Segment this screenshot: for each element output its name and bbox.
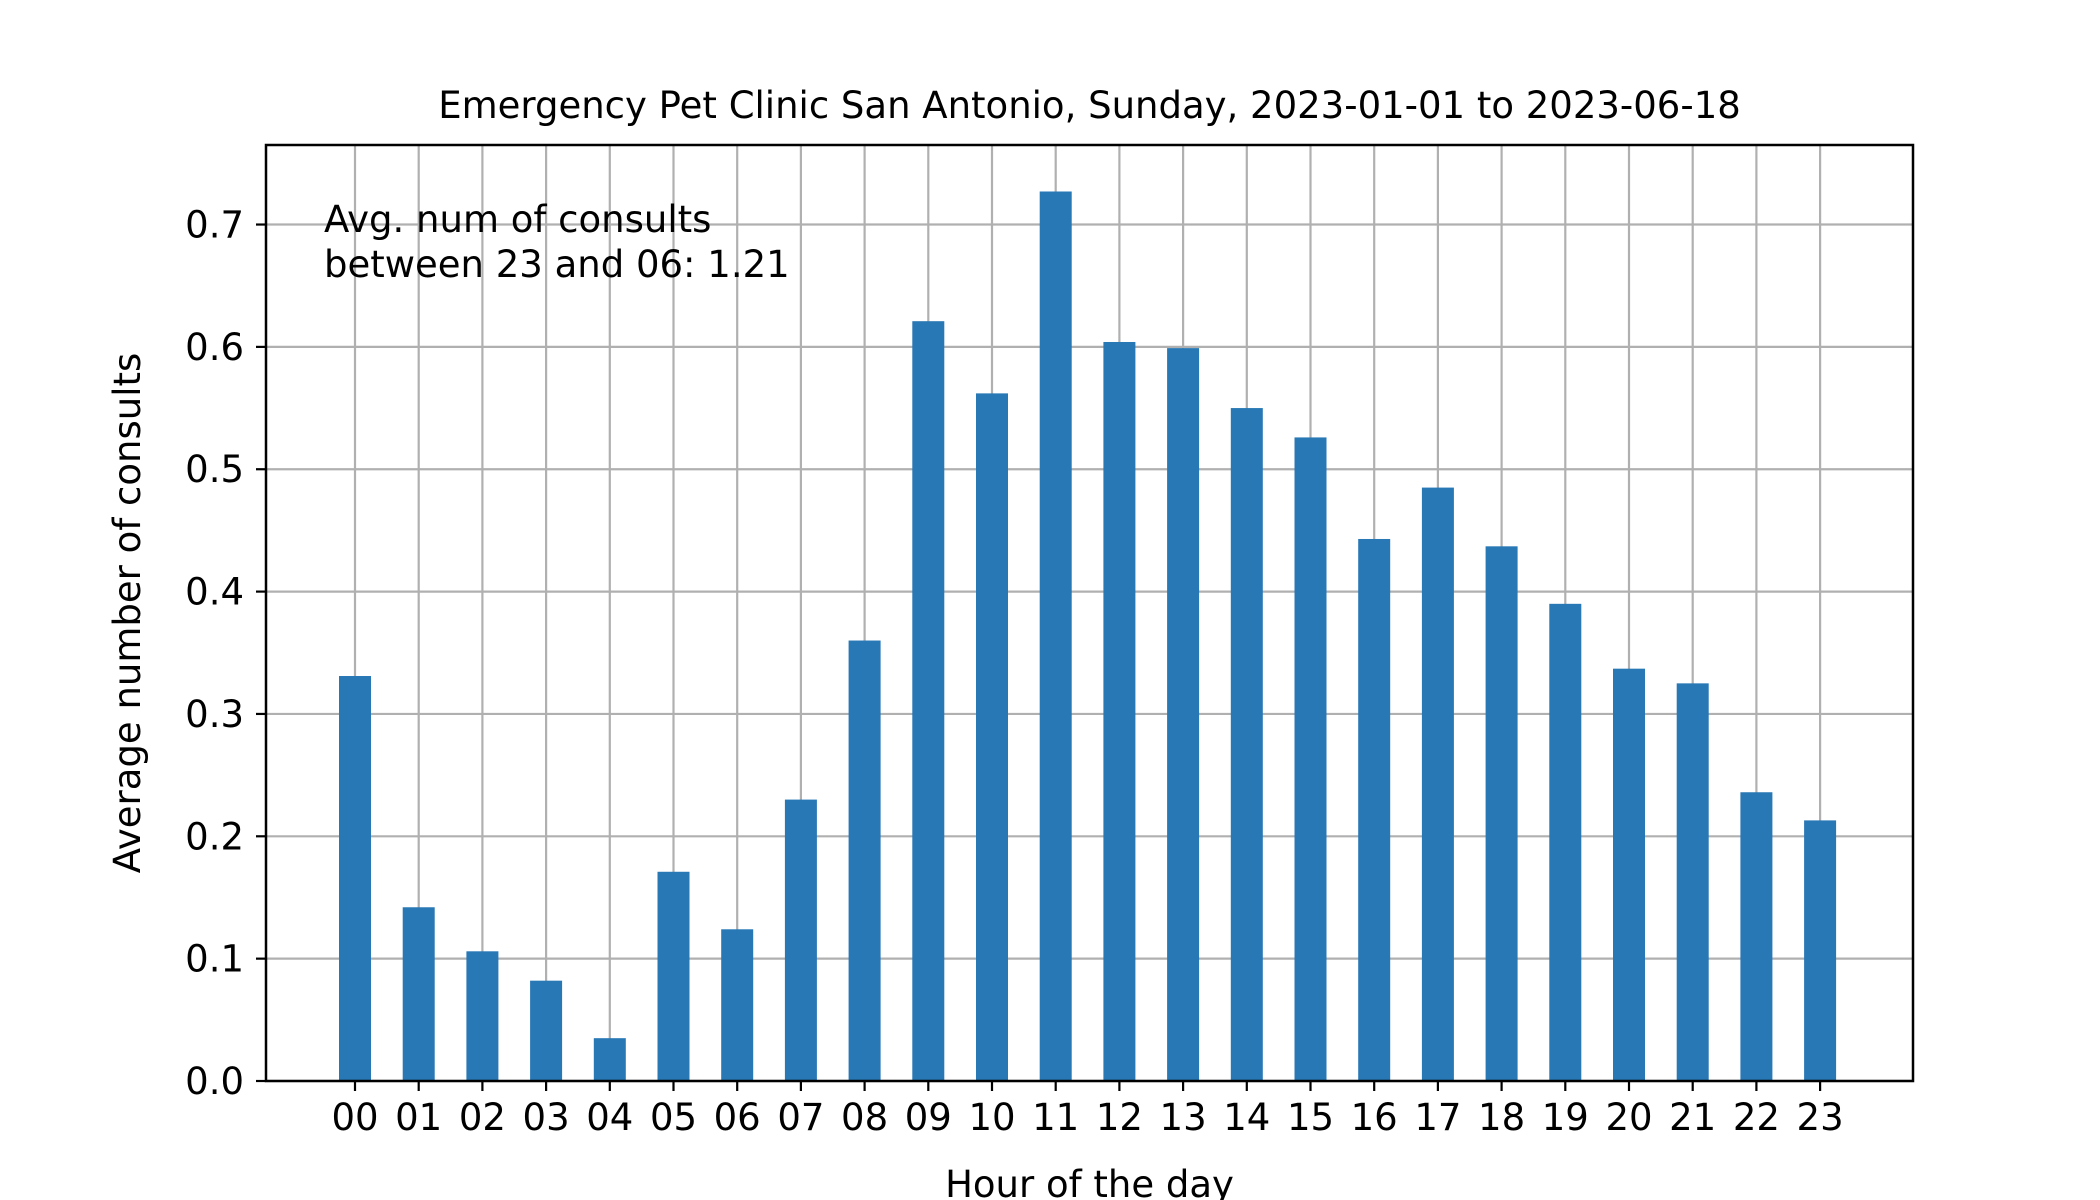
bar-13: [1167, 348, 1200, 1081]
y-tick-label: 0.4: [185, 571, 244, 614]
x-tick-label: 15: [1287, 1096, 1334, 1139]
x-tick-label: 14: [1223, 1096, 1270, 1139]
bar-17: [1421, 487, 1454, 1081]
x-tick-label: 17: [1414, 1096, 1461, 1139]
bar-08: [848, 640, 881, 1081]
x-axis: 00 01 02 03 04 05 06 07 08 09 10 11 12 13 14 15 16 17 18 19…: [331, 1081, 1844, 1139]
y-tick-label: 0.2: [185, 815, 244, 858]
bar-04: [593, 1038, 626, 1081]
bar-16: [1358, 538, 1391, 1081]
x-tick-label: 13: [1160, 1096, 1207, 1139]
x-tick-label: 07: [777, 1096, 824, 1139]
y-tick-label: 0.7: [185, 204, 244, 247]
x-tick-label: 23: [1797, 1096, 1844, 1139]
x-tick-label: 02: [459, 1096, 506, 1139]
y-tick-label: 0.3: [185, 693, 244, 736]
bar-03: [530, 980, 563, 1081]
x-axis-label: Hour of the day: [945, 1163, 1234, 1200]
x-tick-label: 03: [523, 1096, 570, 1139]
bar-21: [1676, 683, 1709, 1081]
bar-22: [1740, 792, 1773, 1081]
y-tick-label: 0.5: [185, 448, 244, 491]
bar-07: [784, 799, 817, 1081]
bar-06: [721, 929, 754, 1081]
bar-12: [1103, 341, 1136, 1081]
bar-11: [1039, 191, 1072, 1081]
bar-23: [1804, 820, 1837, 1081]
bar-09: [912, 321, 945, 1081]
bar-02: [466, 951, 499, 1081]
x-tick-label: 20: [1605, 1096, 1652, 1139]
x-tick-label: 10: [968, 1096, 1015, 1139]
bar-15: [1294, 437, 1327, 1081]
x-tick-label: 16: [1351, 1096, 1398, 1139]
bar-19: [1549, 603, 1582, 1081]
annotation-line-1: Avg. num of consults: [324, 198, 711, 241]
y-axis: 0.0 0.1 0.2 0.3 0.4 0.5 0.6 0.7: [185, 204, 266, 1103]
x-tick-label: 09: [905, 1096, 952, 1139]
bar-00: [339, 676, 371, 1081]
x-tick-label: 01: [395, 1096, 442, 1139]
bars: [339, 191, 1837, 1081]
x-tick-label: 22: [1733, 1096, 1780, 1139]
x-tick-label: 06: [714, 1096, 761, 1139]
plot-frame: [264, 143, 1915, 1083]
x-tick-label: 00: [331, 1096, 378, 1139]
y-tick-label: 0.0: [185, 1060, 244, 1103]
x-tick-label: 08: [841, 1096, 888, 1139]
annotation-line-2: between 23 and 06: 1.21: [324, 243, 790, 286]
bar-10: [976, 393, 1008, 1081]
x-tick-label: 05: [650, 1096, 697, 1139]
x-tick-label: 12: [1096, 1096, 1143, 1139]
bar-01: [402, 907, 435, 1081]
bar-18: [1485, 546, 1518, 1081]
x-tick-label: 21: [1669, 1096, 1716, 1139]
bar-14: [1230, 408, 1263, 1081]
x-tick-label: 04: [586, 1096, 633, 1139]
y-tick-label: 0.1: [185, 938, 244, 981]
x-tick-label: 18: [1478, 1096, 1525, 1139]
bar-20: [1613, 668, 1645, 1081]
x-tick-label: 19: [1542, 1096, 1589, 1139]
bar-05: [657, 871, 690, 1081]
y-axis-label: Average number of consults: [106, 353, 149, 874]
x-tick-label: 11: [1032, 1096, 1079, 1139]
chart-title: Emergency Pet Clinic San Antonio, Sunday…: [438, 84, 1741, 127]
y-tick-label: 0.6: [185, 326, 244, 369]
